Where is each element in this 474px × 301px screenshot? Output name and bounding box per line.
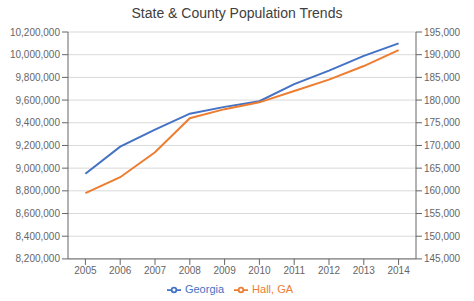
svg-text:160,000: 160,000: [424, 185, 461, 196]
html-text:Hall, GA: Hall, GA: [252, 282, 293, 295]
svg-text:155,000: 155,000: [424, 208, 461, 219]
svg-text:2010: 2010: [248, 265, 271, 276]
svg-text:190,000: 190,000: [424, 49, 461, 60]
svg-text:145,000: 145,000: [424, 253, 461, 264]
svg-text:2009: 2009: [213, 265, 236, 276]
svg-text:9,800,000: 9,800,000: [16, 72, 61, 83]
svg-text:2008: 2008: [179, 265, 202, 276]
svg-text:9,000,000: 9,000,000: [16, 163, 61, 174]
svg-text:2007: 2007: [144, 265, 167, 276]
svg-text:175,000: 175,000: [424, 117, 461, 128]
svg-text:8,400,000: 8,400,000: [16, 231, 61, 242]
svg-text:10,000,000: 10,000,000: [10, 49, 60, 60]
svg-text:10,200,000: 10,200,000: [10, 27, 60, 38]
html-text:State & County Population Tren: State & County Population Trends: [131, 5, 343, 21]
svg-text:8,200,000: 8,200,000: [16, 253, 61, 264]
svg-text:180,000: 180,000: [424, 95, 461, 106]
svg-text:165,000: 165,000: [424, 163, 461, 174]
svg-text:2012: 2012: [318, 265, 341, 276]
svg-text:2005: 2005: [74, 265, 97, 276]
svg-text:8,800,000: 8,800,000: [16, 185, 61, 196]
svg-text:9,600,000: 9,600,000: [16, 95, 61, 106]
svg-text:2011: 2011: [283, 265, 305, 276]
svg-text:8,600,000: 8,600,000: [16, 208, 61, 219]
svg-text:185,000: 185,000: [424, 72, 461, 83]
svg-text:9,400,000: 9,400,000: [16, 117, 61, 128]
svg-text:9,200,000: 9,200,000: [16, 140, 61, 151]
svg-text:2006: 2006: [109, 265, 132, 276]
svg-text:150,000: 150,000: [424, 231, 461, 242]
svg-text:195,000: 195,000: [424, 27, 461, 38]
svg-text:2013: 2013: [353, 265, 376, 276]
svg-text:2014: 2014: [387, 265, 410, 276]
html-text:Georgia: Georgia: [184, 282, 225, 295]
svg-text:170,000: 170,000: [424, 140, 461, 151]
